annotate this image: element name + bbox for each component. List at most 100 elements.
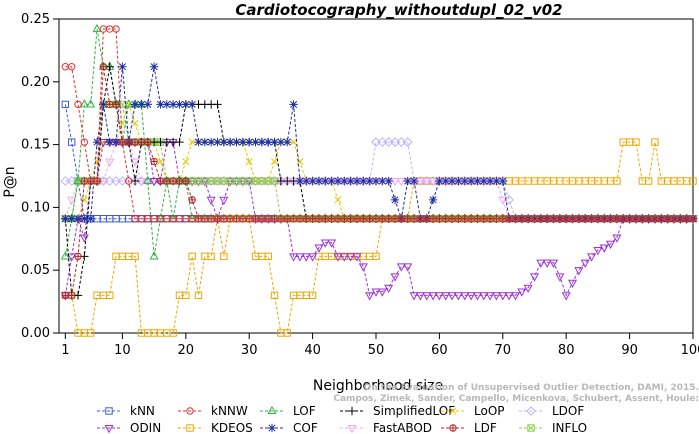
point-ldf-cross bbox=[62, 292, 69, 299]
y-tick-label: 0.25 bbox=[21, 12, 50, 27]
point-odin bbox=[523, 284, 533, 294]
point-lof bbox=[92, 23, 102, 33]
point-knnw bbox=[689, 215, 697, 223]
point-odin bbox=[491, 292, 502, 301]
point-ldf bbox=[156, 177, 165, 185]
legend-marker-ldof bbox=[526, 406, 536, 416]
legend-item-simplifiedlof: SimplifiedLOF bbox=[340, 404, 455, 418]
point-lof bbox=[60, 251, 70, 260]
series-odin bbox=[60, 139, 698, 301]
point-cof bbox=[143, 100, 152, 109]
point-odin bbox=[587, 253, 597, 262]
point-inflo-cross bbox=[239, 177, 247, 185]
point-cof bbox=[92, 137, 102, 147]
point-cof bbox=[327, 176, 336, 186]
point-lof bbox=[124, 99, 134, 108]
point-odin bbox=[479, 292, 489, 301]
point-cof bbox=[359, 176, 368, 186]
point-ldf-cross bbox=[81, 177, 88, 185]
point-cof bbox=[371, 176, 381, 186]
point-lof bbox=[187, 213, 197, 222]
y-axis-label: P@n bbox=[2, 166, 18, 197]
x-tick-label: 40 bbox=[304, 343, 321, 358]
point-cof bbox=[346, 176, 355, 186]
legend-item-odin: ODIN bbox=[97, 421, 161, 434]
point-cof bbox=[206, 137, 216, 147]
point-inflo-cross bbox=[220, 177, 228, 185]
point-odin bbox=[289, 253, 299, 262]
point-lof bbox=[86, 99, 96, 108]
axes: 1 10 20 30 40 50 60 70 80 90 100 0.00 0.05 0.10 0.15 0.… bbox=[21, 12, 699, 358]
point-odin bbox=[441, 292, 451, 301]
point-inflo-cross bbox=[194, 177, 203, 185]
legend-item-ldof: LDOF bbox=[519, 404, 584, 418]
point-kdeos bbox=[651, 138, 659, 146]
legend-marker-loop bbox=[449, 407, 457, 415]
point-knn bbox=[67, 138, 76, 146]
point-ldof bbox=[402, 137, 413, 147]
point-cof bbox=[61, 214, 70, 223]
legend-marker-lof bbox=[267, 405, 277, 415]
legend-label-kdeos: KDEOS bbox=[211, 421, 253, 434]
point-kdeos bbox=[169, 329, 177, 337]
point-cof bbox=[225, 137, 235, 147]
point-cof bbox=[466, 176, 476, 186]
point-ldf-cross bbox=[150, 158, 158, 165]
point-cof bbox=[257, 137, 267, 147]
point-cof bbox=[333, 176, 343, 186]
point-odin bbox=[371, 288, 381, 297]
point-loop bbox=[271, 158, 279, 166]
point-knnw bbox=[93, 177, 101, 185]
point-loop bbox=[156, 158, 164, 166]
point-ldf bbox=[99, 63, 108, 71]
point-odin bbox=[149, 177, 159, 187]
legend-marker-knn bbox=[105, 407, 113, 415]
point-fastabod bbox=[422, 177, 432, 187]
point-ldf-cross bbox=[188, 196, 196, 204]
x-tick-label: 10 bbox=[114, 343, 131, 358]
point-cof bbox=[251, 137, 260, 147]
legend-label-ldof: LDOF bbox=[552, 404, 584, 418]
point-ldf bbox=[182, 177, 190, 185]
point-fastabod bbox=[390, 177, 400, 187]
point-odin bbox=[67, 253, 77, 262]
point-ldf-cross bbox=[163, 177, 170, 185]
point-odin bbox=[200, 177, 210, 187]
point-fastabod bbox=[206, 177, 216, 187]
point-odin bbox=[542, 259, 552, 268]
point-ldf bbox=[188, 196, 196, 204]
point-cof bbox=[264, 137, 273, 147]
legend-item-inflo: INFLO bbox=[519, 421, 587, 434]
legend-item-loop: LoOP bbox=[441, 404, 505, 418]
point-odin bbox=[593, 247, 603, 256]
point-odin bbox=[422, 292, 432, 301]
point-odin bbox=[498, 292, 508, 301]
chart-title: Cardiotocography_withoutdupl_02_v02 bbox=[235, 1, 562, 19]
point-odin bbox=[308, 253, 318, 262]
point-odin bbox=[409, 292, 419, 301]
point-ldof bbox=[383, 137, 394, 147]
legend-label-cof: COF bbox=[293, 421, 318, 434]
point-ldof bbox=[117, 176, 128, 186]
point-ldof bbox=[60, 176, 71, 186]
point-ldf bbox=[144, 138, 152, 146]
point-cof bbox=[105, 137, 114, 147]
point-kdeos bbox=[194, 291, 203, 300]
point-kdeos bbox=[182, 291, 190, 300]
point-inflo-cross bbox=[245, 177, 253, 185]
point-ldf bbox=[131, 138, 139, 146]
citation: On the Evaluation of Unsupervised Outlie… bbox=[333, 383, 699, 404]
point-odin bbox=[472, 292, 482, 301]
point-cof bbox=[149, 62, 159, 71]
point-ldf-cross bbox=[106, 101, 113, 108]
point-cof bbox=[479, 176, 488, 186]
legend-item-ldf: LDF bbox=[441, 421, 497, 434]
point-cof bbox=[213, 137, 222, 147]
point-ldf bbox=[125, 138, 133, 146]
point-cof bbox=[137, 100, 146, 109]
point-cof bbox=[175, 100, 184, 109]
point-cof bbox=[365, 176, 374, 186]
point-cof bbox=[99, 100, 108, 109]
point-cof bbox=[314, 176, 324, 186]
